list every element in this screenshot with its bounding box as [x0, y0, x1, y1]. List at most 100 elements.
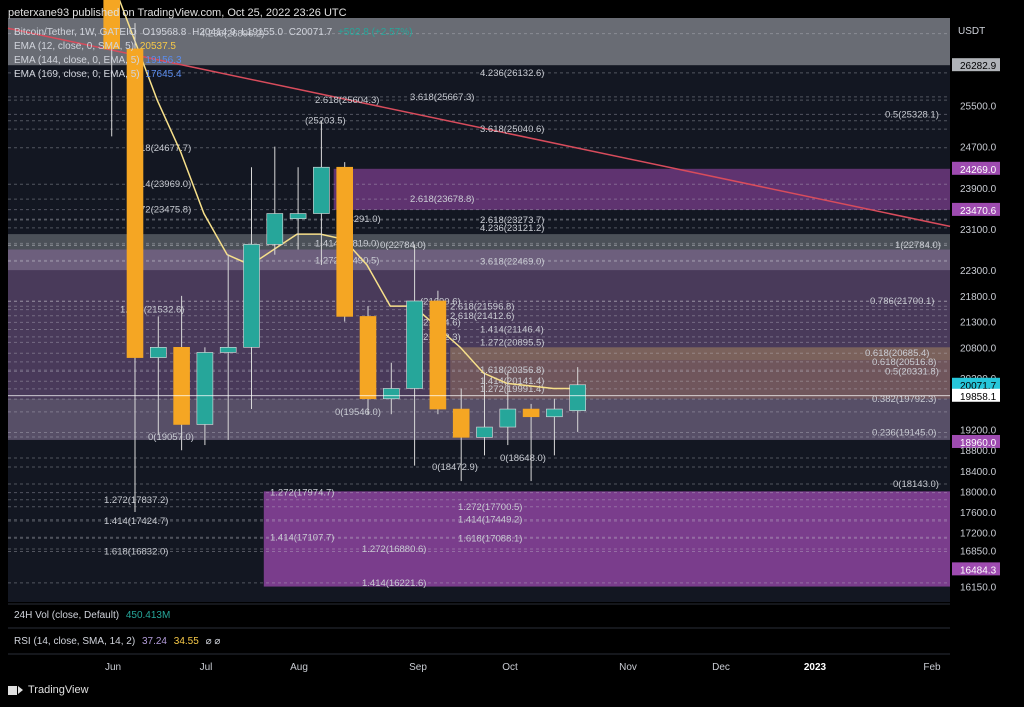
price-axis-label: 17200.0: [960, 529, 997, 540]
price-axis-label: 18000.0: [960, 487, 997, 498]
fib-level-label: 0.236(19145.0): [872, 427, 936, 438]
indicator-ema-144[interactable]: EMA (144, close, 0, EMA, 5) 19156.3: [14, 55, 182, 66]
candle[interactable]: [266, 213, 284, 245]
rsi-panel-label[interactable]: RSI (14, close, SMA, 14, 2) 37.24 34.55 …: [14, 636, 220, 647]
rsi-label: RSI (14, close, SMA, 14, 2): [14, 636, 136, 647]
candle[interactable]: [429, 300, 447, 410]
fib-level-label: 1.272(19991.4): [480, 384, 544, 395]
price-axis-label: 23100.0: [960, 225, 997, 236]
price-axis-label: 25500.0: [960, 101, 997, 112]
time-axis-label: Feb: [923, 662, 941, 673]
fib-level-label: 1.414(17424.7): [104, 516, 168, 527]
candle[interactable]: [103, 0, 120, 50]
price-axis-label: 24700.0: [960, 143, 997, 154]
fib-level-label: 1.618(21532.6): [120, 305, 184, 316]
indicator-ema-169[interactable]: EMA (169, close, 0, EMA, 5) 17645.4: [14, 69, 182, 80]
indicator-label: EMA (12, close, 0, SMA, 5): [14, 41, 135, 52]
fib-level-label: 72(23475.8): [140, 205, 191, 216]
fib-level-label: 3.618(25040.6): [480, 124, 544, 135]
candle[interactable]: [499, 408, 517, 428]
candle[interactable]: [406, 300, 423, 389]
candle[interactable]: [522, 408, 540, 418]
fib-level-label: 2.618(25604.3): [315, 95, 379, 106]
fib-zone: [450, 360, 950, 399]
fib-level-label: 14(23969.0): [140, 179, 191, 190]
candle[interactable]: [476, 426, 493, 438]
rsi-value: 37.24: [141, 636, 167, 647]
price-tag: [952, 388, 1000, 402]
volume-panel-label[interactable]: 24H Vol (close, Default) 450.413M: [14, 610, 170, 621]
price-axis-label: 20071.7: [960, 381, 997, 392]
candle[interactable]: [546, 408, 563, 418]
fib-level-label: (25203.5): [305, 116, 346, 127]
price-axis-label: 26282.9: [960, 61, 997, 72]
ohlc-close: C20071.7: [288, 27, 333, 38]
brand-name: TradingView: [28, 684, 89, 696]
fib-zone: [333, 168, 950, 210]
candle[interactable]: [219, 347, 237, 353]
fib-level-label: 4.236(23121.2): [480, 223, 544, 234]
fib-level-label: 1(22784.0): [895, 240, 941, 251]
rsi-settings-icon[interactable]: ⌀ ⌀: [205, 636, 221, 647]
indicator-label: EMA (144, close, 0, EMA, 5): [14, 55, 140, 66]
price-tag: [952, 434, 1000, 448]
fib-level-label: 0(18648.0): [500, 453, 546, 464]
fib-level-label: 1.414(16221.6): [362, 578, 426, 589]
candle[interactable]: [569, 384, 587, 411]
fib-level-label: 0.5(20331.8): [885, 366, 939, 377]
fib-level-label: 1.414(20141.4): [480, 376, 544, 387]
price-axis-label: 24269.0: [960, 165, 997, 176]
fib-level-label: 1.618(16832.0): [104, 546, 168, 557]
symbol-header: Bitcoin/Tether, 1W, GATEIO O19568.8 H204…: [14, 27, 412, 38]
price-axis-label: 23900.0: [960, 184, 997, 195]
fib-zone: [8, 234, 950, 271]
candle[interactable]: [359, 316, 377, 400]
candle[interactable]: [289, 213, 307, 219]
price-axis-label: 17600.0: [960, 508, 997, 519]
price-tag: [952, 202, 1000, 216]
fib-level-label: 18(24677.7): [140, 143, 191, 154]
candle[interactable]: [382, 388, 400, 400]
indicator-value: 19156.3: [145, 55, 182, 66]
candle[interactable]: [196, 352, 214, 425]
fib-level-label: 1.272(20895.5): [480, 337, 544, 348]
price-tag: [952, 58, 1000, 72]
candle[interactable]: [452, 408, 470, 438]
fib-level-label: 0.5(25328.1): [885, 109, 939, 120]
fib-zone: [8, 249, 950, 399]
time-axis-label: Aug: [290, 662, 308, 673]
fib-level-label: 0(19057.0): [148, 432, 194, 443]
price-axis-label: 18800.0: [960, 446, 997, 457]
price-axis-label: 18400.0: [960, 467, 997, 478]
rsi-ma-value: 34.55: [173, 636, 199, 647]
price-tag: [952, 161, 1000, 175]
fib-zone: [8, 18, 950, 66]
fib-level-label: 0(22784.0): [380, 240, 426, 251]
fib-level-label: 2.618(23273.7): [480, 215, 544, 226]
candle[interactable]: [150, 347, 167, 358]
fib-level-label: 4.236(26896.2): [200, 29, 264, 40]
price-tag: [952, 562, 1000, 576]
symbol-line: Bitcoin/Tether, 1W, GATEIO: [14, 27, 137, 38]
fib-zone: [263, 491, 950, 587]
fib-level-label: 1.272(17974.7): [270, 488, 334, 499]
candle[interactable]: [173, 347, 190, 425]
fib-level-label: 1.272(16880.6): [362, 544, 426, 555]
time-axis-label: Jul: [200, 662, 213, 673]
ohlc-change: +502.8 (+2.57%): [337, 27, 413, 38]
volume-value: 450.413M: [125, 610, 171, 621]
tradingview-brand[interactable]: TradingView: [8, 684, 89, 696]
candle[interactable]: [126, 48, 144, 358]
price-axis-label: 18960.0: [960, 438, 997, 449]
fib-level-label: 1.272(17700.5): [458, 502, 522, 513]
candle[interactable]: [313, 166, 330, 214]
indicator-ema-12[interactable]: EMA (12, close, 0, SMA, 5) 20537.5: [14, 41, 176, 52]
fib-level-label: 4.236(26132.6): [480, 68, 544, 79]
price-axis-label: 20800.0: [960, 343, 997, 354]
fib-level-label: 1.414(21146.4): [480, 324, 544, 335]
candle[interactable]: [336, 166, 354, 317]
price-axis-label: 16850.0: [960, 547, 997, 558]
candle[interactable]: [243, 244, 260, 348]
